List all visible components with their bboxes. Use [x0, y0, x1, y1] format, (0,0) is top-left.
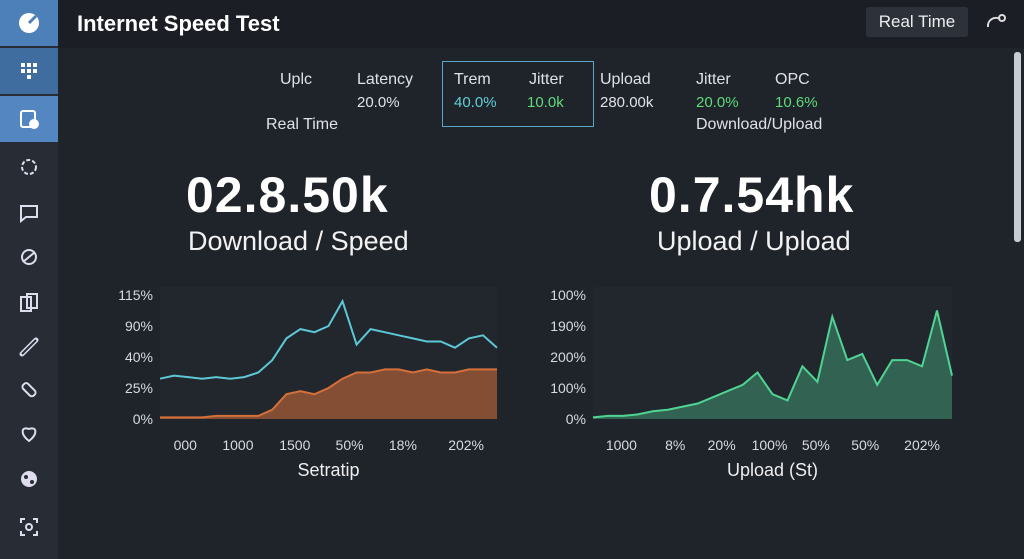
stat-label: Jitter	[529, 71, 564, 88]
plot-area	[593, 287, 952, 419]
y-tick-label: 0%	[133, 411, 153, 427]
y-tick-label: 25%	[125, 380, 153, 396]
x-axis-title: Setratip	[297, 460, 359, 480]
x-tick-label: 20%	[708, 437, 736, 453]
download-value: 02.8.50k	[186, 167, 389, 223]
icon	[21, 63, 37, 79]
area-fill	[160, 369, 497, 419]
icon	[20, 205, 38, 224]
stat-label: Uplc	[280, 71, 313, 88]
nav-palette[interactable]	[0, 456, 58, 502]
nav-chat[interactable]	[0, 190, 58, 236]
series-line	[592, 310, 953, 419]
y-tick-label: 115%	[118, 287, 153, 303]
y-tick-label: 100%	[550, 380, 586, 396]
refresh-icon[interactable]	[984, 11, 1010, 35]
stat-label: Upload	[600, 71, 651, 88]
stat-label: Trem	[454, 71, 491, 88]
nav-docs[interactable]	[0, 280, 58, 326]
highlight-box	[442, 61, 594, 127]
stat-value: 40.0%	[454, 94, 497, 111]
stat-value: 20.0%	[696, 94, 739, 111]
stat-value: 10.6%	[775, 94, 818, 111]
icon	[21, 249, 37, 265]
icon	[19, 13, 39, 33]
stat-label: Jitter	[696, 71, 731, 88]
upload-label: Upload / Upload	[657, 226, 851, 256]
nav-logo[interactable]	[0, 0, 58, 46]
stat-label: Real Time	[266, 116, 339, 133]
x-tick-label: 100%	[752, 437, 788, 453]
download-label: Download / Speed	[188, 226, 409, 256]
icon	[21, 471, 37, 487]
icon	[19, 337, 39, 357]
y-tick-label: 40%	[125, 349, 153, 365]
series-line	[160, 368, 497, 419]
x-tick-label: 50%	[336, 437, 364, 453]
icon	[21, 159, 37, 175]
stat-value: 20.0%	[357, 94, 400, 111]
stat-label: Latency	[357, 71, 414, 88]
x-tick-label: 50%	[851, 437, 879, 453]
x-tick-label: 50%	[802, 437, 830, 453]
x-tick-label: 202%	[448, 437, 484, 453]
y-tick-label: 0%	[566, 411, 586, 427]
area-fill	[593, 310, 952, 419]
nav-speed[interactable]	[0, 96, 58, 142]
header: Internet Speed Test Real Time	[58, 0, 1024, 48]
x-axis-title: Upload (St)	[727, 460, 818, 480]
icon	[21, 382, 37, 398]
nav-tag[interactable]	[0, 366, 58, 412]
y-tick-label: 190%	[550, 318, 586, 334]
x-tick-label: 1000	[606, 437, 637, 453]
page-title: Internet Speed Test	[77, 11, 280, 36]
nav-heart[interactable]	[0, 410, 58, 456]
y-tick-label: 90%	[125, 318, 153, 334]
icon	[20, 293, 38, 312]
nav-grid[interactable]	[0, 48, 58, 94]
icon	[21, 427, 37, 443]
x-tick-label: 000	[174, 437, 198, 453]
stat-label: OPC	[775, 71, 810, 88]
x-tick-label: 8%	[665, 437, 685, 453]
y-tick-label: 100%	[550, 287, 586, 303]
nav-settings[interactable]	[0, 144, 58, 190]
icon	[20, 518, 38, 536]
x-tick-label: 202%	[904, 437, 940, 453]
nav-link[interactable]	[0, 324, 58, 370]
stat-value: 10.0k	[527, 94, 564, 111]
stat-value: 280.00k	[600, 94, 654, 111]
y-tick-label: 200%	[550, 349, 586, 365]
x-tick-label: 1000	[222, 437, 253, 453]
icon	[20, 110, 39, 129]
sidebar	[0, 0, 58, 559]
series-line	[159, 298, 498, 380]
x-tick-label: 1500	[279, 437, 310, 453]
nav-scan[interactable]	[0, 504, 58, 550]
nav-globe[interactable]	[0, 234, 58, 280]
stat-label: Download/Upload	[696, 116, 823, 133]
scrollbar[interactable]	[1014, 52, 1021, 242]
x-tick-label: 18%	[389, 437, 417, 453]
real-time-button[interactable]: Real Time	[866, 7, 968, 37]
upload-value: 0.7.54hk	[649, 167, 855, 223]
